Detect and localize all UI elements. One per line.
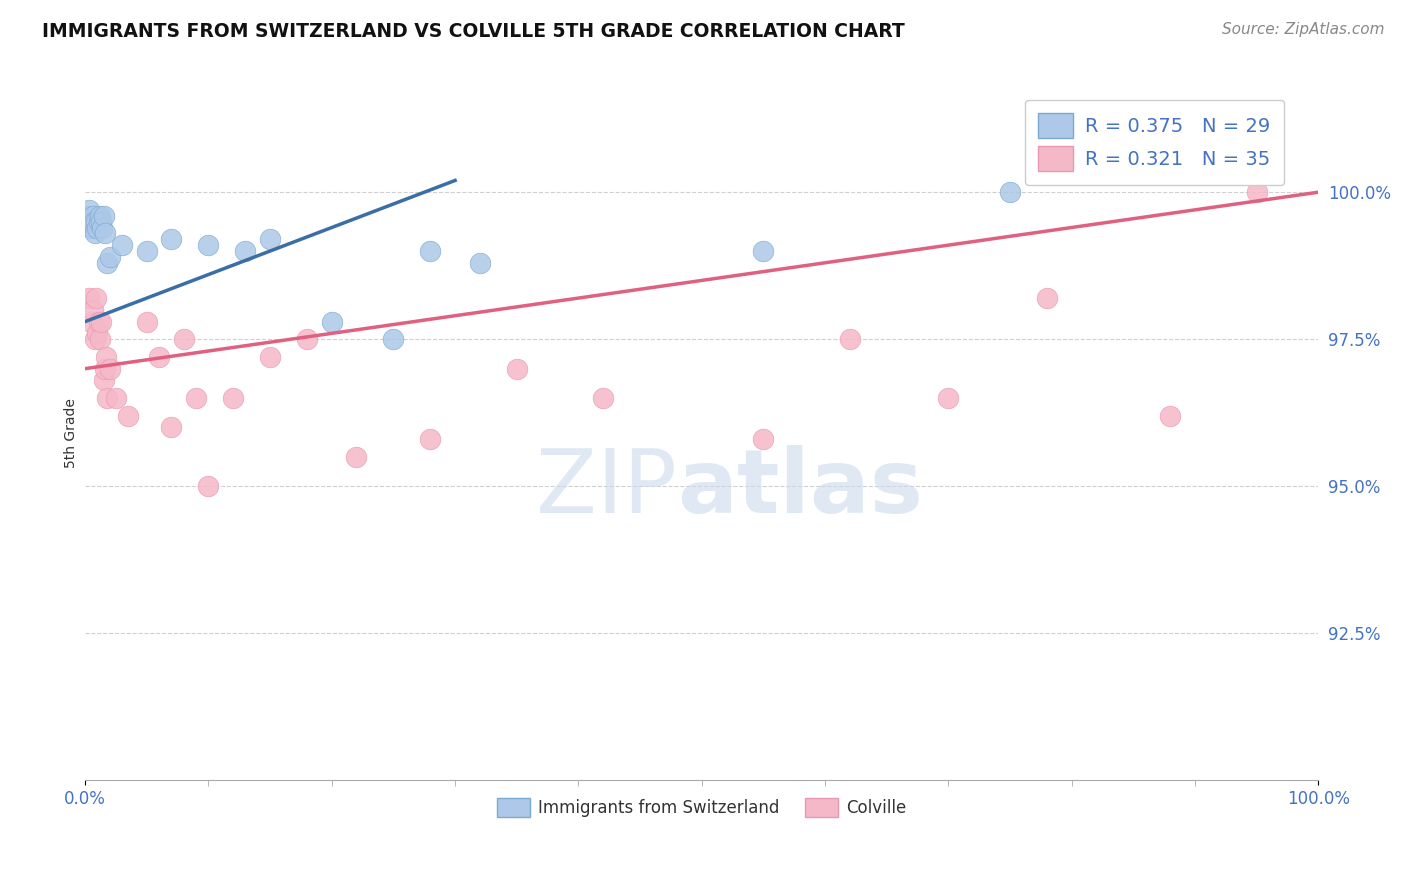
Point <box>90 315 112 329</box>
Point <box>197 238 219 252</box>
Point <box>1036 291 1059 305</box>
Point <box>111 238 134 252</box>
Point <box>87 315 110 329</box>
Point <box>346 450 368 464</box>
Point <box>1159 409 1181 423</box>
Point <box>752 244 775 258</box>
Point <box>94 227 117 241</box>
Point <box>83 214 105 228</box>
Text: IMMIGRANTS FROM SWITZERLAND VS COLVILLE 5TH GRADE CORRELATION CHART: IMMIGRANTS FROM SWITZERLAND VS COLVILLE … <box>42 22 905 41</box>
Point <box>321 315 343 329</box>
Point <box>752 432 775 446</box>
Point <box>94 361 117 376</box>
Point <box>222 391 245 405</box>
Point <box>87 214 110 228</box>
Y-axis label: 5th Grade: 5th Grade <box>65 399 79 468</box>
Point <box>419 432 441 446</box>
Point <box>79 214 101 228</box>
Point <box>104 391 127 405</box>
Point <box>148 350 170 364</box>
Point <box>84 227 107 241</box>
Legend: Immigrants from Switzerland, Colville: Immigrants from Switzerland, Colville <box>491 791 914 824</box>
Point <box>77 291 100 305</box>
Point <box>80 315 103 329</box>
Point <box>160 420 183 434</box>
Point <box>936 391 959 405</box>
Point <box>468 256 491 270</box>
Point <box>82 209 104 223</box>
Point <box>592 391 614 405</box>
Point <box>197 479 219 493</box>
Point <box>93 373 115 387</box>
Point <box>86 220 108 235</box>
Point <box>76 209 98 223</box>
Point <box>184 391 207 405</box>
Point <box>89 209 111 223</box>
Text: Source: ZipAtlas.com: Source: ZipAtlas.com <box>1222 22 1385 37</box>
Point <box>998 185 1021 199</box>
Point <box>160 232 183 246</box>
Point <box>96 256 118 270</box>
Point <box>98 361 121 376</box>
Point <box>89 332 111 346</box>
Point <box>135 315 157 329</box>
Point <box>135 244 157 258</box>
Point <box>1246 185 1268 199</box>
Point <box>77 202 100 217</box>
Point <box>98 250 121 264</box>
Point <box>96 391 118 405</box>
Point <box>84 214 107 228</box>
Point <box>838 332 860 346</box>
Point <box>84 291 107 305</box>
Point <box>90 214 112 228</box>
Point <box>173 332 195 346</box>
Point <box>259 350 281 364</box>
Point <box>93 209 115 223</box>
Point <box>235 244 257 258</box>
Point <box>117 409 139 423</box>
Point <box>80 220 103 235</box>
Point <box>82 302 104 317</box>
Point <box>94 350 117 364</box>
Text: atlas: atlas <box>678 445 922 533</box>
Point <box>295 332 318 346</box>
Point <box>84 332 107 346</box>
Point <box>382 332 405 346</box>
Point <box>91 220 114 235</box>
Point <box>86 326 108 341</box>
Text: ZIP: ZIP <box>536 445 678 533</box>
Point <box>506 361 529 376</box>
Point <box>259 232 281 246</box>
Point <box>419 244 441 258</box>
